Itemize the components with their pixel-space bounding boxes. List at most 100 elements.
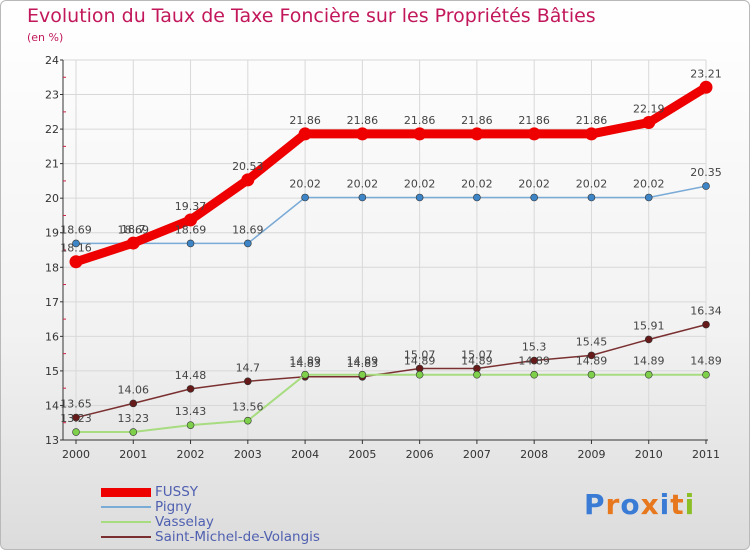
y-tick-label: 13	[45, 434, 59, 447]
data-point	[702, 320, 710, 329]
data-point	[530, 370, 538, 379]
data-point	[587, 370, 596, 379]
x-tick-label: 2006	[406, 448, 434, 461]
data-point	[644, 193, 653, 202]
data-point	[241, 173, 255, 187]
data-label: 21.86	[518, 114, 550, 127]
data-point	[587, 193, 596, 202]
y-tick-label: 17	[45, 296, 59, 309]
data-point	[72, 413, 80, 422]
data-label: 14.83	[347, 357, 379, 370]
legend-label: Pigny	[155, 499, 192, 515]
data-label: 21.86	[461, 114, 493, 127]
logo-letter: x	[640, 488, 660, 521]
data-label: 21.86	[347, 114, 379, 127]
y-tick-label: 14	[45, 399, 59, 412]
data-label: 14.06	[118, 383, 150, 396]
data-label: 18.69	[118, 223, 150, 236]
logo-letter: i	[659, 488, 671, 521]
data-label: 14.89	[690, 355, 722, 368]
data-point	[415, 370, 424, 379]
legend-item: FUSSY	[101, 484, 401, 500]
data-point	[129, 428, 138, 436]
legend-swatch	[101, 487, 151, 497]
data-label: 18.69	[232, 223, 264, 236]
legend-swatch	[101, 536, 151, 538]
x-tick-label: 2004	[291, 448, 319, 461]
data-label: 14.83	[289, 357, 321, 370]
y-tick-label: 21	[45, 158, 59, 171]
chart-unit-label: (en %)	[27, 31, 64, 44]
data-point	[527, 127, 541, 141]
x-tick-label: 2007	[463, 448, 491, 461]
data-label: 18.7	[121, 223, 146, 236]
legend: FUSSY Pigny Vasselay Saint-Michel-de-Volang…	[101, 484, 401, 545]
logo-letter: t	[670, 488, 685, 521]
data-point	[184, 213, 198, 227]
data-point	[72, 428, 80, 436]
y-tick-label: 15	[45, 365, 59, 378]
data-label: 14.48	[175, 369, 207, 382]
series-line-vasselay	[75, 373, 707, 434]
data-label: 20.02	[289, 177, 321, 190]
data-point	[126, 236, 140, 250]
series-line-saint-michel-de-volangis	[75, 323, 707, 419]
logo-letter: i	[684, 488, 696, 521]
x-tick-label: 2010	[635, 448, 663, 461]
legend-item: Vasselay	[101, 514, 401, 530]
data-point	[298, 127, 312, 141]
data-label: 13.23	[118, 412, 150, 425]
data-point	[301, 193, 309, 202]
data-point	[355, 127, 369, 141]
data-point	[129, 399, 138, 408]
data-point	[644, 335, 653, 344]
data-label: 13.56	[232, 401, 264, 414]
y-tick-label: 18	[45, 261, 59, 274]
data-point	[244, 377, 252, 386]
logo-letter: P	[584, 488, 606, 521]
x-tick-label: 2003	[234, 448, 262, 461]
data-point	[413, 127, 427, 141]
proxiti-logo: Proxiti	[584, 488, 695, 521]
data-point	[415, 193, 424, 202]
series-line-fussy	[71, 82, 711, 267]
data-label: 14.89	[289, 355, 321, 368]
data-label: 20.02	[347, 177, 379, 190]
data-point	[186, 421, 195, 429]
data-label: 21.86	[576, 114, 608, 127]
data-point	[72, 239, 80, 248]
legend-swatch	[101, 506, 151, 508]
data-point	[301, 370, 309, 379]
data-point	[702, 182, 710, 190]
data-label: 13.23	[60, 412, 92, 425]
data-point	[473, 193, 481, 202]
data-label: 16.34	[690, 305, 722, 318]
chart-title: Evolution du Taux de Taxe Foncière sur l…	[27, 5, 596, 27]
y-tick-label: 20	[45, 192, 59, 205]
data-point	[587, 351, 596, 360]
data-label: 19.37	[175, 200, 207, 213]
y-tick-label: 22	[45, 123, 59, 136]
data-label: 20.02	[576, 177, 608, 190]
data-label: 20.02	[518, 177, 550, 190]
data-label: 14.89	[518, 355, 550, 368]
data-point	[186, 239, 195, 248]
y-tick-label: 16	[45, 330, 59, 343]
legend-label: Saint-Michel-de-Volangis	[155, 529, 320, 545]
data-label: 18.69	[60, 223, 92, 236]
data-label: 13.65	[60, 398, 92, 411]
data-point	[244, 239, 252, 248]
legend-swatch	[101, 521, 151, 523]
data-label: 15.07	[404, 348, 436, 361]
data-label: 21.86	[289, 114, 321, 127]
data-point	[473, 370, 481, 379]
x-tick-label: 2002	[177, 448, 205, 461]
x-tick-label: 2008	[520, 448, 548, 461]
data-label: 14.89	[576, 355, 608, 368]
data-label: 20.35	[690, 166, 722, 179]
data-label: 18.16	[60, 242, 92, 255]
data-label: 14.89	[461, 355, 493, 368]
data-label: 13.43	[175, 405, 207, 418]
data-point	[644, 370, 653, 379]
